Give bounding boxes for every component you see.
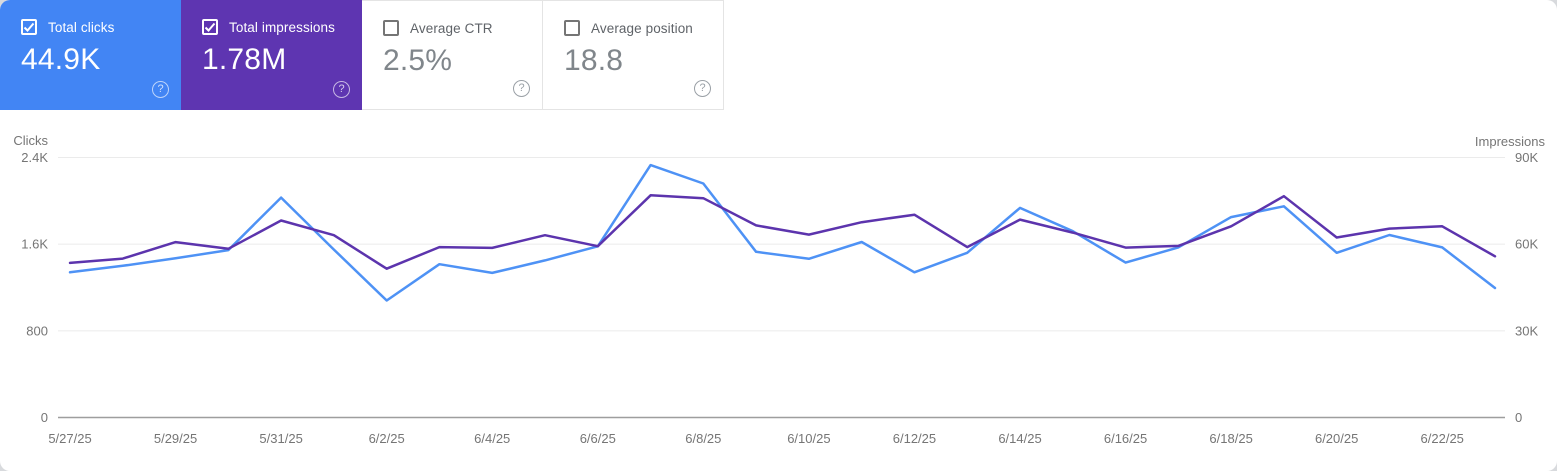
left-axis-tick: 0 (41, 410, 48, 425)
right-axis-title: Impressions (1475, 134, 1546, 149)
card-header: Total impressions (202, 19, 362, 35)
performance-time-series-chart[interactable]: 2.4K 90K 1.6K 60K 800 30K 0 0 Clicks Impressions 5… (0, 110, 1557, 471)
left-axis-tick: 2.4K (21, 150, 48, 165)
right-axis-tick: 30K (1515, 323, 1538, 338)
x-axis-tick: 6/8/25 (685, 431, 721, 446)
card-total-impressions[interactable]: Total impressions 1.78M ? (181, 0, 362, 110)
left-axis-title: Clicks (13, 133, 48, 148)
x-axis-tick: 6/6/25 (580, 431, 616, 446)
card-total-clicks[interactable]: Total clicks 44.9K ? (0, 0, 181, 110)
x-axis-tick: 6/16/25 (1104, 431, 1147, 446)
x-axis-tick: 6/10/25 (787, 431, 830, 446)
help-icon[interactable]: ? (694, 80, 711, 97)
x-axis-tick: 6/22/25 (1421, 431, 1464, 446)
right-axis-tick: 60K (1515, 237, 1538, 252)
x-axis-tick: 5/27/25 (48, 431, 91, 446)
card-value: 2.5% (383, 44, 453, 77)
card-value: 1.78M (202, 43, 287, 76)
help-icon[interactable]: ? (152, 81, 169, 98)
left-axis-tick: 800 (26, 323, 48, 338)
x-axis-tick: 6/4/25 (474, 431, 510, 446)
clicks-line (68, 163, 1497, 302)
x-axis-tick: 6/12/25 (893, 431, 936, 446)
right-axis-tick: 90K (1515, 150, 1538, 165)
checkmark-icon (204, 22, 216, 32)
total-clicks-checkbox[interactable] (21, 19, 37, 35)
card-label: Average CTR (410, 20, 493, 36)
card-value: 44.9K (21, 43, 101, 76)
card-average-position[interactable]: Average position 18.8 ? (543, 0, 724, 110)
help-icon[interactable]: ? (333, 81, 350, 98)
x-axis-tick: 6/18/25 (1209, 431, 1252, 446)
card-label: Average position (591, 20, 693, 36)
card-header: Total clicks (21, 19, 181, 35)
card-header: Average CTR (383, 20, 542, 36)
total-impressions-checkbox[interactable] (202, 19, 218, 35)
impressions-line (68, 194, 1497, 270)
right-axis-tick: 0 (1515, 410, 1522, 425)
x-axis-tick: 6/20/25 (1315, 431, 1358, 446)
chart-canvas: 2.4K 90K 1.6K 60K 800 30K 0 0 Clicks Impressions 5… (13, 133, 1546, 446)
left-axis-tick: 1.6K (21, 237, 48, 252)
x-axis-tick: 5/31/25 (259, 431, 302, 446)
card-average-ctr[interactable]: Average CTR 2.5% ? (362, 0, 543, 110)
checkmark-icon (23, 22, 35, 32)
card-value: 18.8 (564, 44, 624, 77)
card-header: Average position (564, 20, 723, 36)
x-axis-tick: 6/14/25 (998, 431, 1041, 446)
help-icon[interactable]: ? (513, 80, 530, 97)
average-ctr-checkbox[interactable] (383, 20, 399, 36)
x-axis-tick: 5/29/25 (154, 431, 197, 446)
metric-cards-row: Total clicks 44.9K ? Total impressions 1… (0, 0, 724, 110)
x-axis-tick: 6/2/25 (369, 431, 405, 446)
average-position-checkbox[interactable] (564, 20, 580, 36)
card-label: Total impressions (229, 19, 335, 35)
card-label: Total clicks (48, 19, 115, 35)
